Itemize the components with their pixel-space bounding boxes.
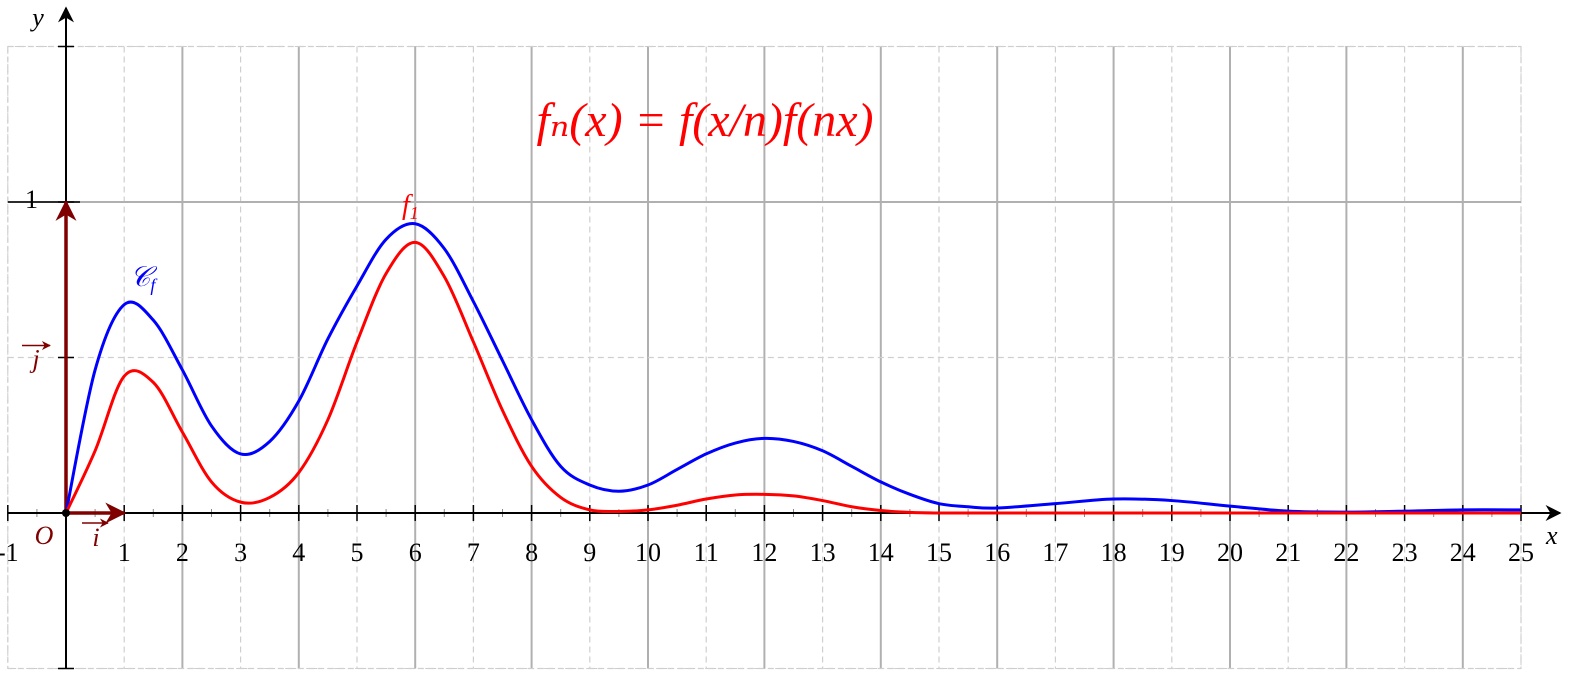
i-label: i [92, 523, 99, 552]
x-tick-label: 25 [1508, 538, 1534, 567]
x-tick-label: 10 [635, 538, 661, 567]
x-tick-label: 1 [118, 538, 131, 567]
curve [64, 222, 1522, 514]
y-tick-label: 1 [25, 185, 38, 214]
formula: fₙ(x) = f(x/n)f(nx) [536, 94, 873, 147]
x-tick-label: 2 [176, 538, 189, 567]
x-tick-label: 3 [234, 538, 247, 567]
curve [64, 240, 1521, 515]
x-tick-label: -1 [0, 538, 19, 567]
x-tick-label: 5 [351, 538, 364, 567]
x-tick-label: 19 [1159, 538, 1185, 567]
origin-dot [62, 509, 70, 517]
x-tick-label: 6 [409, 538, 422, 567]
x-tick-label: 9 [583, 538, 596, 567]
x-tick-label: 16 [984, 538, 1010, 567]
x-tick-label: 12 [751, 538, 777, 567]
x-tick-label: 11 [694, 538, 719, 567]
x-axis-label: x [1545, 521, 1558, 550]
x-tick-label: 4 [292, 538, 305, 567]
x-tick-label: 15 [926, 538, 952, 567]
y-axis-label: y [29, 3, 44, 32]
j-label: j [29, 344, 39, 373]
x-tick-label: 18 [1101, 538, 1127, 567]
x-tick-label: 20 [1217, 538, 1243, 567]
x-tick-label: 24 [1450, 538, 1476, 567]
x-tick-label: 23 [1392, 538, 1418, 567]
x-tick-label: 13 [810, 538, 836, 567]
x-tick-label: 21 [1275, 538, 1301, 567]
curve-name: f [402, 190, 413, 221]
origin-label: O [35, 521, 54, 550]
x-tick-label: 17 [1042, 538, 1068, 567]
curve-label: f1 [402, 190, 419, 223]
x-tick-label: 22 [1333, 538, 1359, 567]
x-tick-label: 14 [868, 538, 894, 567]
x-tick-label: 7 [467, 538, 480, 567]
curve-label: 𝒞f [130, 262, 158, 295]
curve-name-sub: f [150, 275, 158, 295]
curve-name-sub: 1 [410, 203, 419, 223]
x-tick-label: 8 [525, 538, 538, 567]
